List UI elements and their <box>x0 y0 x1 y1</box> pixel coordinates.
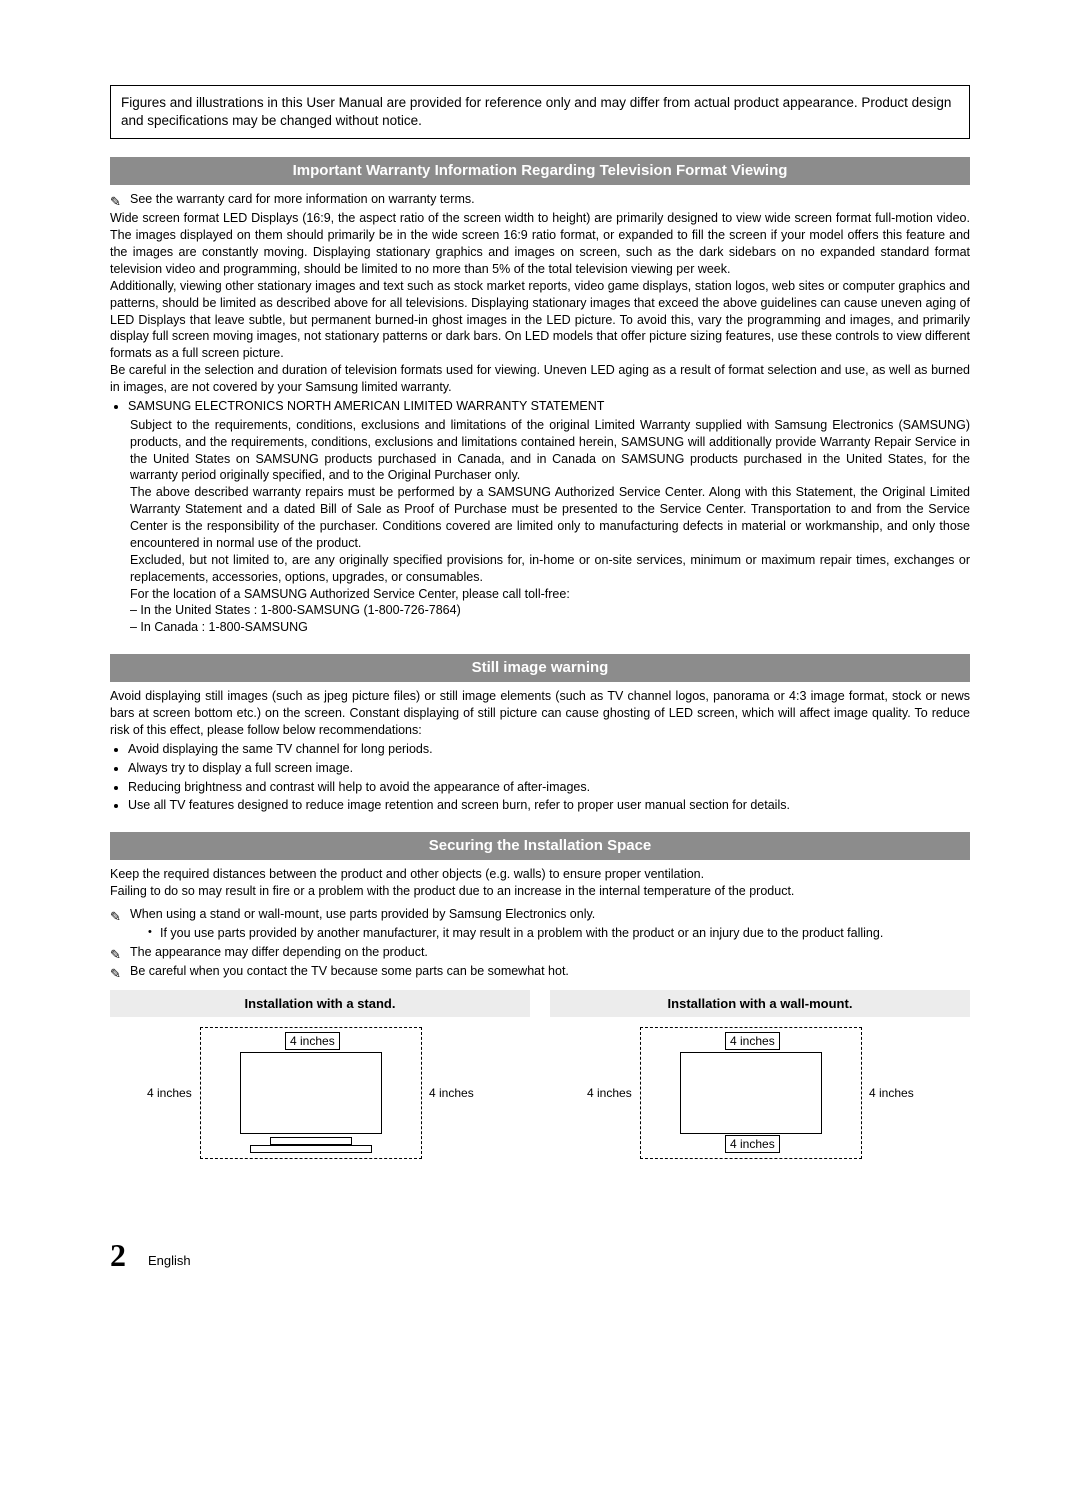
warranty-statement-list: SAMSUNG ELECTRONICS NORTH AMERICAN LIMIT… <box>128 398 970 415</box>
space-header: Securing the Installation Space <box>110 832 970 860</box>
wall-diagram: 4 inches 4 inches 4 inches 4 inches <box>550 1027 970 1177</box>
warranty-para1: Wide screen format LED Displays (16:9, t… <box>110 210 970 278</box>
tv-stand-base <box>250 1145 372 1153</box>
warranty-statement-title: SAMSUNG ELECTRONICS NORTH AMERICAN LIMIT… <box>128 398 970 415</box>
space-note1-sub: If you use parts provided by another man… <box>148 925 970 942</box>
warranty-note: See the warranty card for more informati… <box>130 192 475 206</box>
tv-screen <box>240 1052 382 1134</box>
install-stand-title: Installation with a stand. <box>110 990 530 1017</box>
warranty-note-line: ✎ See the warranty card for more informa… <box>110 191 970 208</box>
install-wall-title: Installation with a wall-mount. <box>550 990 970 1017</box>
space-para1: Keep the required distances between the … <box>110 866 970 883</box>
still-bullet-3: Use all TV features designed to reduce i… <box>128 797 970 814</box>
dist-top: 4 inches <box>725 1032 780 1050</box>
top-notice-text: Figures and illustrations in this User M… <box>121 95 951 128</box>
tv-stand-neck <box>270 1137 352 1145</box>
dist-right: 4 inches <box>865 1085 918 1101</box>
space-note2: The appearance may differ depending on t… <box>130 945 428 959</box>
installation-diagrams-row: Installation with a stand. 4 inches 4 in… <box>110 990 970 1177</box>
space-note1: When using a stand or wall-mount, use pa… <box>130 907 595 921</box>
warranty-statement-p4: For the location of a SAMSUNG Authorized… <box>130 586 970 603</box>
dist-left: 4 inches <box>143 1085 196 1101</box>
warranty-statement-p1: Subject to the requirements, conditions,… <box>130 417 970 485</box>
still-bullet-2: Reducing brightness and contrast will he… <box>128 779 970 796</box>
install-stand-col: Installation with a stand. 4 inches 4 in… <box>110 990 530 1177</box>
still-bullets: Avoid displaying the same TV channel for… <box>128 741 970 815</box>
space-note2-line: ✎ The appearance may differ depending on… <box>110 944 970 961</box>
warranty-statement-p2: The above described warranty repairs mus… <box>130 484 970 552</box>
warranty-header: Important Warranty Information Regarding… <box>110 157 970 185</box>
note-icon: ✎ <box>110 908 121 926</box>
warranty-line-ca: – In Canada : 1-800-SAMSUNG <box>130 619 970 636</box>
dist-top: 4 inches <box>285 1032 340 1050</box>
still-bullet-0: Avoid displaying the same TV channel for… <box>128 741 970 758</box>
stand-diagram: 4 inches 4 inches 4 inches <box>110 1027 530 1177</box>
space-note1-sub-list: If you use parts provided by another man… <box>148 925 970 942</box>
still-header: Still image warning <box>110 654 970 682</box>
page-number: 2 <box>110 1237 126 1274</box>
dist-bottom: 4 inches <box>725 1135 780 1153</box>
top-notice-box: Figures and illustrations in this User M… <box>110 85 970 139</box>
dist-left: 4 inches <box>583 1085 636 1101</box>
warranty-statement-p3: Excluded, but not limited to, are any or… <box>130 552 970 586</box>
space-para2: Failing to do so may result in fire or a… <box>110 883 970 900</box>
space-note3-line: ✎ Be careful when you contact the TV bec… <box>110 963 970 980</box>
warranty-para2: Additionally, viewing other stationary i… <box>110 278 970 362</box>
page-language: English <box>148 1253 191 1268</box>
note-icon: ✎ <box>110 965 121 983</box>
warranty-para3: Be careful in the selection and duration… <box>110 362 970 396</box>
space-note1-line: ✎ When using a stand or wall-mount, use … <box>110 906 970 923</box>
still-bullet-1: Always try to display a full screen imag… <box>128 760 970 777</box>
note-icon: ✎ <box>110 193 121 211</box>
note-icon: ✎ <box>110 946 121 964</box>
warranty-line-us: – In the United States : 1-800-SAMSUNG (… <box>130 602 970 619</box>
still-para: Avoid displaying still images (such as j… <box>110 688 970 739</box>
manual-page: Figures and illustrations in this User M… <box>0 0 1080 1494</box>
space-note3: Be careful when you contact the TV becau… <box>130 964 569 978</box>
dist-right: 4 inches <box>425 1085 478 1101</box>
install-wall-col: Installation with a wall-mount. 4 inches… <box>550 990 970 1177</box>
tv-screen <box>680 1052 822 1134</box>
